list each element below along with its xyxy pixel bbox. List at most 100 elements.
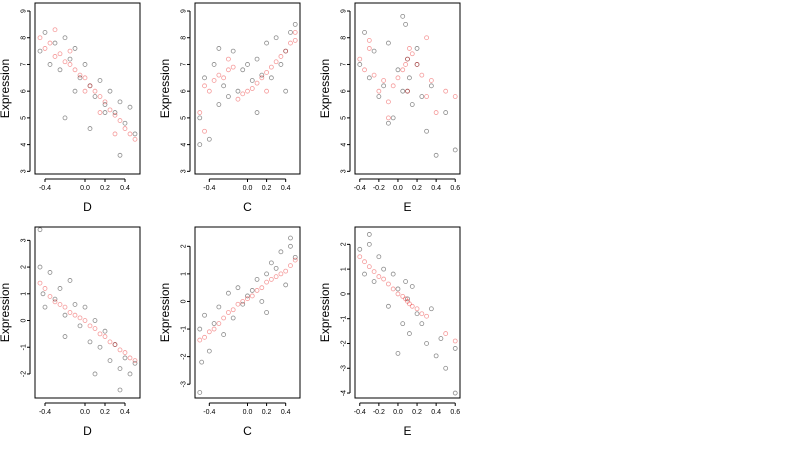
- red-point: [67, 48, 73, 54]
- red-point: [202, 128, 207, 134]
- red-point: [57, 302, 63, 307]
- x-tick-label: 0.4: [431, 409, 441, 416]
- red-point: [254, 288, 260, 293]
- red-point: [283, 268, 289, 274]
- red-point: [264, 70, 269, 75]
- red-point: [82, 75, 88, 81]
- black-point: [127, 371, 133, 377]
- y-tick-label: 4: [21, 143, 28, 147]
- red-point: [127, 355, 133, 361]
- red-point: [97, 110, 103, 115]
- black-point: [409, 102, 415, 107]
- red-point: [414, 62, 420, 67]
- red-point: [52, 299, 58, 305]
- x-axis-title: E: [403, 200, 411, 214]
- x-tick-label: -0.2: [373, 409, 385, 416]
- red-point: [407, 301, 412, 307]
- red-point: [97, 94, 103, 99]
- red-point: [226, 67, 231, 73]
- red-point: [386, 115, 391, 121]
- black-point: [62, 115, 68, 121]
- black-point: [102, 110, 108, 115]
- red-point: [407, 46, 412, 51]
- black-point: [405, 296, 410, 302]
- red-point: [424, 35, 429, 41]
- y-tick-label: 2: [341, 242, 348, 246]
- black-point: [428, 83, 434, 89]
- red-point: [221, 315, 227, 321]
- red-point: [216, 321, 222, 326]
- x-tick-label: 0.0: [80, 185, 90, 192]
- black-point: [403, 21, 408, 27]
- red-point: [52, 27, 58, 33]
- red-point: [428, 78, 434, 83]
- black-point: [47, 62, 53, 67]
- red-point: [292, 38, 298, 43]
- black-point: [245, 293, 250, 299]
- black-point: [259, 299, 265, 304]
- red-point: [403, 62, 408, 67]
- red-point: [283, 48, 289, 54]
- plot-frame: [194, 226, 301, 399]
- black-point: [72, 88, 78, 94]
- red-point: [132, 358, 138, 363]
- black-point: [122, 120, 128, 126]
- y-tick-label: -2: [341, 340, 348, 346]
- red-point: [197, 337, 203, 343]
- red-point: [357, 56, 363, 62]
- black-point: [216, 304, 222, 310]
- red-point: [433, 110, 439, 115]
- black-point: [230, 315, 236, 321]
- black-point: [424, 341, 429, 346]
- black-point: [92, 318, 98, 323]
- black-point: [37, 227, 43, 233]
- y-tick-label: 5: [181, 116, 188, 120]
- black-point: [407, 331, 412, 336]
- x-tick-label: 0.4: [281, 409, 291, 416]
- black-point: [443, 365, 449, 371]
- black-point: [376, 94, 382, 99]
- plot-frame: [354, 2, 461, 175]
- x-tick-label: 0.0: [243, 185, 253, 192]
- red-point: [107, 107, 113, 113]
- red-point: [381, 78, 387, 83]
- black-point: [386, 303, 391, 309]
- x-axis-title: C: [243, 200, 252, 214]
- y-tick-label: 6: [181, 89, 188, 93]
- y-axis-title: Expression: [0, 283, 12, 342]
- y-tick-label: -2: [181, 353, 188, 359]
- red-point: [273, 274, 279, 280]
- black-point: [82, 304, 88, 310]
- black-point: [264, 40, 269, 46]
- red-point: [366, 38, 372, 43]
- red-point: [117, 118, 123, 123]
- black-point: [268, 260, 274, 266]
- red-point: [278, 54, 284, 59]
- black-point: [42, 304, 48, 310]
- black-point: [117, 366, 123, 372]
- red-point: [226, 310, 231, 315]
- black-point: [132, 360, 138, 366]
- black-point: [254, 110, 260, 115]
- y-tick-label: -3: [341, 365, 348, 371]
- y-tick-label: 4: [181, 143, 188, 147]
- black-point: [249, 78, 255, 83]
- red-point: [82, 318, 88, 323]
- black-point: [87, 83, 93, 89]
- red-point: [235, 96, 241, 102]
- black-point: [288, 29, 293, 35]
- x-tick-label: 0.2: [100, 185, 110, 192]
- red-point: [122, 126, 128, 131]
- x-tick-label: 0.4: [120, 185, 130, 192]
- red-point: [37, 280, 43, 286]
- red-point: [249, 293, 255, 299]
- red-point: [107, 339, 113, 345]
- red-point: [245, 296, 250, 302]
- red-point: [381, 276, 387, 282]
- scatter-panel-3: -0.4 -0.2 0.0 0.2 0.4 0.6 3 4 5 6 7 8 9 E Expression: [318, 2, 461, 214]
- red-point: [259, 285, 265, 291]
- red-point: [264, 279, 269, 285]
- y-tick-label: 5: [21, 116, 28, 120]
- x-tick-label: 0.6: [450, 409, 460, 416]
